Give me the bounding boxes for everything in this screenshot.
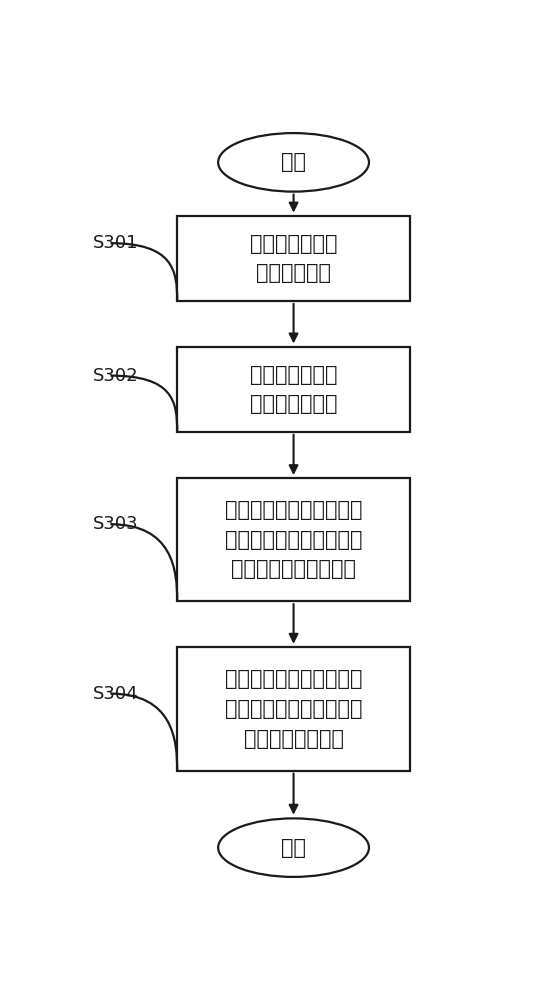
Text: S303: S303	[93, 515, 139, 533]
Text: 通过监测压缩机的排气压
力和吸气压力之差的变化
来判断四通阀切换完成: 通过监测压缩机的排气压 力和吸气压力之差的变化 来判断四通阀切换完成	[225, 500, 363, 579]
Text: S304: S304	[93, 685, 139, 703]
Bar	[177, 347, 410, 432]
Text: 四通阀收到换向
指令后进行切换: 四通阀收到换向 指令后进行切换	[250, 365, 337, 414]
Text: 结束: 结束	[281, 838, 306, 858]
Text: S302: S302	[93, 367, 139, 385]
Bar	[177, 478, 410, 601]
Text: 监测压缩机的吸气口的吸
气压力，待达到一定阈值
时，开启室外风机: 监测压缩机的吸气口的吸 气压力，待达到一定阈值 时，开启室外风机	[225, 669, 363, 749]
Bar	[177, 216, 410, 301]
Text: S301: S301	[93, 234, 138, 252]
Bar	[177, 647, 410, 771]
Text: 热泵系统发出四
通阀换向指令: 热泵系统发出四 通阀换向指令	[250, 234, 337, 283]
Text: 开始: 开始	[281, 152, 306, 172]
